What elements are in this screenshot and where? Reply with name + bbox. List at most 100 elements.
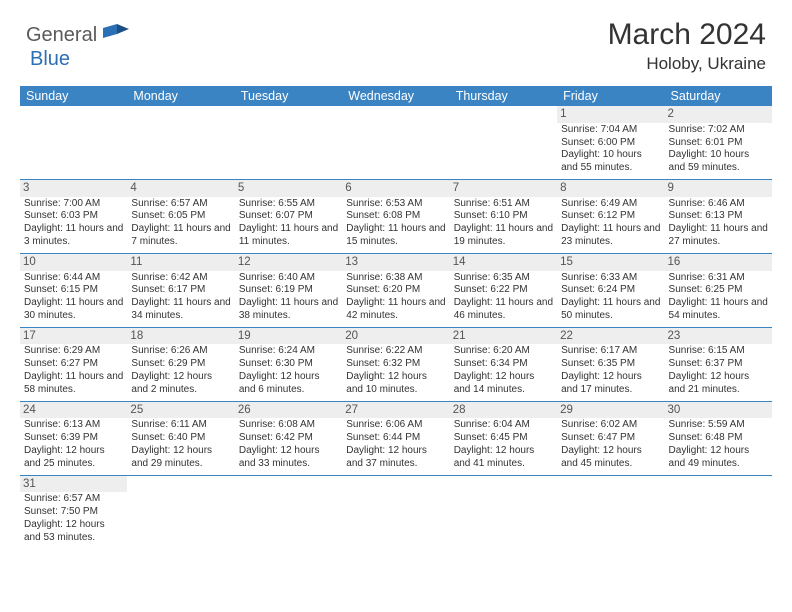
day-header: Tuesday bbox=[235, 86, 342, 106]
calendar-row: 31Sunrise: 6:57 AMSunset: 7:50 PMDayligh… bbox=[20, 475, 772, 548]
sunrise-text: Sunrise: 6:51 AM bbox=[454, 198, 553, 211]
sunrise-text: Sunrise: 6:13 AM bbox=[24, 419, 123, 432]
sunset-text: Sunset: 6:37 PM bbox=[669, 358, 768, 371]
calendar-cell bbox=[127, 475, 234, 548]
sunset-text: Sunset: 6:48 PM bbox=[669, 432, 768, 445]
calendar-cell: 9Sunrise: 6:46 AMSunset: 6:13 PMDaylight… bbox=[665, 179, 772, 253]
sunrise-text: Sunrise: 7:02 AM bbox=[669, 124, 768, 137]
sunrise-text: Sunrise: 6:24 AM bbox=[239, 345, 338, 358]
day-number: 22 bbox=[557, 328, 664, 345]
daylight-text: Daylight: 12 hours and 33 minutes. bbox=[239, 445, 338, 471]
calendar-cell: 27Sunrise: 6:06 AMSunset: 6:44 PMDayligh… bbox=[342, 401, 449, 475]
daylight-text: Daylight: 12 hours and 10 minutes. bbox=[346, 371, 445, 397]
calendar-cell bbox=[127, 106, 234, 179]
sunrise-text: Sunrise: 7:00 AM bbox=[24, 198, 123, 211]
day-number: 17 bbox=[20, 328, 127, 345]
daylight-text: Daylight: 11 hours and 7 minutes. bbox=[131, 223, 230, 249]
sunrise-text: Sunrise: 6:55 AM bbox=[239, 198, 338, 211]
day-number: 23 bbox=[665, 328, 772, 345]
calendar-cell: 12Sunrise: 6:40 AMSunset: 6:19 PMDayligh… bbox=[235, 253, 342, 327]
title-block: March 2024 Holoby, Ukraine bbox=[608, 18, 766, 74]
sunset-text: Sunset: 7:50 PM bbox=[24, 506, 123, 519]
calendar-cell: 24Sunrise: 6:13 AMSunset: 6:39 PMDayligh… bbox=[20, 401, 127, 475]
sunrise-text: Sunrise: 6:49 AM bbox=[561, 198, 660, 211]
sunset-text: Sunset: 6:00 PM bbox=[561, 137, 660, 150]
day-header: Friday bbox=[557, 86, 664, 106]
day-number: 29 bbox=[557, 402, 664, 419]
sunset-text: Sunset: 6:40 PM bbox=[131, 432, 230, 445]
daylight-text: Daylight: 11 hours and 54 minutes. bbox=[669, 297, 768, 323]
daylight-text: Daylight: 10 hours and 55 minutes. bbox=[561, 149, 660, 175]
sunset-text: Sunset: 6:10 PM bbox=[454, 210, 553, 223]
brand-part1: General bbox=[26, 24, 97, 47]
sunset-text: Sunset: 6:05 PM bbox=[131, 210, 230, 223]
sunset-text: Sunset: 6:34 PM bbox=[454, 358, 553, 371]
sunrise-text: Sunrise: 6:57 AM bbox=[24, 493, 123, 506]
brand-part2: Blue bbox=[30, 48, 70, 70]
sunset-text: Sunset: 6:19 PM bbox=[239, 284, 338, 297]
daylight-text: Daylight: 12 hours and 17 minutes. bbox=[561, 371, 660, 397]
daylight-text: Daylight: 12 hours and 29 minutes. bbox=[131, 445, 230, 471]
brand-logo: General bbox=[26, 24, 131, 47]
calendar-cell bbox=[235, 475, 342, 548]
sunrise-text: Sunrise: 6:46 AM bbox=[669, 198, 768, 211]
calendar-cell: 14Sunrise: 6:35 AMSunset: 6:22 PMDayligh… bbox=[450, 253, 557, 327]
sunset-text: Sunset: 6:47 PM bbox=[561, 432, 660, 445]
calendar-cell: 2Sunrise: 7:02 AMSunset: 6:01 PMDaylight… bbox=[665, 106, 772, 179]
day-number: 20 bbox=[342, 328, 449, 345]
daylight-text: Daylight: 11 hours and 58 minutes. bbox=[24, 371, 123, 397]
day-header: Sunday bbox=[20, 86, 127, 106]
page-header: General March 2024 Holoby, Ukraine bbox=[0, 0, 792, 82]
day-number: 6 bbox=[342, 180, 449, 197]
sunset-text: Sunset: 6:15 PM bbox=[24, 284, 123, 297]
calendar-table: SundayMondayTuesdayWednesdayThursdayFrid… bbox=[20, 86, 772, 548]
calendar-cell bbox=[665, 475, 772, 548]
day-number: 18 bbox=[127, 328, 234, 345]
calendar-cell: 28Sunrise: 6:04 AMSunset: 6:45 PMDayligh… bbox=[450, 401, 557, 475]
sunrise-text: Sunrise: 6:44 AM bbox=[24, 272, 123, 285]
flag-icon bbox=[103, 24, 129, 47]
day-number: 21 bbox=[450, 328, 557, 345]
calendar-cell: 22Sunrise: 6:17 AMSunset: 6:35 PMDayligh… bbox=[557, 327, 664, 401]
day-number: 31 bbox=[20, 476, 127, 493]
day-number: 15 bbox=[557, 254, 664, 271]
day-number: 26 bbox=[235, 402, 342, 419]
calendar-cell: 11Sunrise: 6:42 AMSunset: 6:17 PMDayligh… bbox=[127, 253, 234, 327]
calendar-cell bbox=[557, 475, 664, 548]
day-number: 4 bbox=[127, 180, 234, 197]
day-number: 12 bbox=[235, 254, 342, 271]
day-header: Saturday bbox=[665, 86, 772, 106]
day-number: 27 bbox=[342, 402, 449, 419]
sunrise-text: Sunrise: 6:17 AM bbox=[561, 345, 660, 358]
sunset-text: Sunset: 6:44 PM bbox=[346, 432, 445, 445]
sunrise-text: Sunrise: 6:29 AM bbox=[24, 345, 123, 358]
daylight-text: Daylight: 11 hours and 27 minutes. bbox=[669, 223, 768, 249]
day-header: Wednesday bbox=[342, 86, 449, 106]
sunset-text: Sunset: 6:45 PM bbox=[454, 432, 553, 445]
daylight-text: Daylight: 10 hours and 59 minutes. bbox=[669, 149, 768, 175]
day-header: Thursday bbox=[450, 86, 557, 106]
calendar-cell bbox=[235, 106, 342, 179]
sunrise-text: Sunrise: 6:40 AM bbox=[239, 272, 338, 285]
daylight-text: Daylight: 11 hours and 15 minutes. bbox=[346, 223, 445, 249]
sunrise-text: Sunrise: 6:53 AM bbox=[346, 198, 445, 211]
calendar-cell: 31Sunrise: 6:57 AMSunset: 7:50 PMDayligh… bbox=[20, 475, 127, 548]
sunset-text: Sunset: 6:17 PM bbox=[131, 284, 230, 297]
day-number: 9 bbox=[665, 180, 772, 197]
sunset-text: Sunset: 6:08 PM bbox=[346, 210, 445, 223]
calendar-cell: 19Sunrise: 6:24 AMSunset: 6:30 PMDayligh… bbox=[235, 327, 342, 401]
daylight-text: Daylight: 11 hours and 42 minutes. bbox=[346, 297, 445, 323]
sunset-text: Sunset: 6:35 PM bbox=[561, 358, 660, 371]
sunset-text: Sunset: 6:03 PM bbox=[24, 210, 123, 223]
sunrise-text: Sunrise: 6:33 AM bbox=[561, 272, 660, 285]
daylight-text: Daylight: 11 hours and 23 minutes. bbox=[561, 223, 660, 249]
sunrise-text: Sunrise: 6:31 AM bbox=[669, 272, 768, 285]
daylight-text: Daylight: 11 hours and 11 minutes. bbox=[239, 223, 338, 249]
sunset-text: Sunset: 6:30 PM bbox=[239, 358, 338, 371]
calendar-cell: 18Sunrise: 6:26 AMSunset: 6:29 PMDayligh… bbox=[127, 327, 234, 401]
sunset-text: Sunset: 6:07 PM bbox=[239, 210, 338, 223]
daylight-text: Daylight: 12 hours and 37 minutes. bbox=[346, 445, 445, 471]
sunset-text: Sunset: 6:42 PM bbox=[239, 432, 338, 445]
calendar-row: 1Sunrise: 7:04 AMSunset: 6:00 PMDaylight… bbox=[20, 106, 772, 179]
day-number: 2 bbox=[665, 106, 772, 123]
